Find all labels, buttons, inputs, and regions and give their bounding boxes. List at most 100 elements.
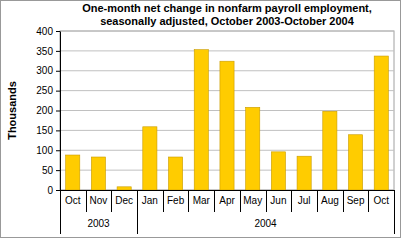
y-tick-mark [56,71,60,72]
chart-svg: 0 50 100 150 200 250 300 350 400 Oct Nov Dec Jan Feb M… [0,0,401,238]
category-divider [317,190,318,212]
x-tick: Sep [347,190,365,206]
y-tick-label: 0 [47,185,53,196]
group-divider [60,190,61,234]
x-tick: Jul [298,190,311,206]
chart-title-line: seasonally adjusted, October 2003-Octobe… [100,15,355,27]
category-divider [368,190,369,212]
y-tick-label: 150 [36,125,53,136]
y-tick: 400 [36,26,60,37]
x-tick-label: May [243,195,262,206]
y-tick-label: 300 [36,65,53,76]
x-tick-label: Apr [219,195,235,206]
y-axis-title: Thousands [6,81,18,140]
bar [348,135,362,190]
plot-frame [60,31,394,190]
y-tick-mark [56,190,60,191]
grid-line [60,50,394,51]
chart-border [1,1,401,238]
x-tick: Apr [219,190,235,206]
x-axis-line [61,190,395,191]
year-label: 2004 [254,218,277,229]
bar [374,56,388,190]
x-tick-label: Nov [90,195,108,206]
x-tick-label: Jan [142,195,158,206]
chart-title: One-month net change in nonfarm payroll … [82,2,372,27]
y-tick-mark [56,111,60,112]
y-tick-mark [56,51,60,52]
x-tick: Oct [373,190,389,206]
x-tick-label: Feb [167,195,185,206]
x-tick: Nov [90,190,108,206]
x-tick: Mar [193,190,211,206]
x-tick-label: Oct [373,195,389,206]
y-axis-line [60,32,61,191]
group-divider [394,190,395,234]
category-divider [343,190,344,212]
y-tick-label: 50 [42,165,54,176]
y-tick-label: 400 [36,26,53,37]
bars [66,50,389,190]
y-tick-mark [56,130,60,131]
category-divider [266,190,267,212]
category-divider [240,190,241,212]
y-tick: 200 [36,105,60,116]
y-tick: 50 [42,165,60,176]
year-label: 2003 [87,218,110,229]
category-divider [291,190,292,212]
y-tick-label: 100 [36,145,53,156]
category-divider [111,190,112,212]
group-divider [137,190,138,234]
y-tick: 300 [36,65,60,76]
x-tick: Jan [142,190,158,206]
x-tick: Jun [270,190,286,206]
y-tick-mark [56,91,60,92]
x-tick-label: Oct [65,195,81,206]
y-axis: 0 50 100 150 200 250 300 350 400 [36,26,60,196]
category-divider [214,190,215,212]
bar [271,152,285,190]
y-tick-label: 200 [36,105,53,116]
category-divider [163,190,164,212]
y-tick-mark [56,170,60,171]
y-tick-mark [56,150,60,151]
category-divider [188,190,189,212]
year-labels: 2003 2004 [87,218,277,229]
y-tick: 350 [36,46,60,57]
x-tick: Dec [115,190,133,206]
x-axis: Oct Nov Dec Jan Feb Mar Apr May Jun Jul Aug Sep Oct [61,190,395,206]
bar [91,157,105,190]
bar [297,156,311,190]
bar [194,50,208,190]
bar [66,155,80,190]
y-tick: 0 [47,185,60,196]
y-tick-mark [56,31,60,32]
category-dividers [61,190,395,234]
x-tick-label: Jul [298,195,311,206]
y-tick: 250 [36,85,60,96]
bar [169,157,183,190]
y-tick: 100 [36,145,60,156]
bar [143,127,157,190]
chart-title-line: One-month net change in nonfarm payroll … [82,2,372,14]
y-tick-label: 250 [36,85,53,96]
x-tick-label: Aug [321,195,339,206]
x-tick-label: Mar [193,195,211,206]
x-tick: Feb [167,190,185,206]
bar [323,111,337,190]
grid [60,31,394,190]
x-tick: Aug [321,190,339,206]
x-tick-label: Jun [270,195,286,206]
y-tick-label: 350 [36,46,53,57]
x-tick-label: Dec [115,195,133,206]
x-tick: May [243,190,262,206]
y-tick: 150 [36,125,60,136]
x-tick: Oct [65,190,81,206]
x-tick-label: Sep [347,195,365,206]
grid-line [60,31,394,32]
bar [220,61,234,190]
bar [117,187,131,190]
chart-container: 0 50 100 150 200 250 300 350 400 Oct Nov Dec Jan Feb M… [0,0,401,238]
bar [246,107,260,190]
category-divider [86,190,87,212]
